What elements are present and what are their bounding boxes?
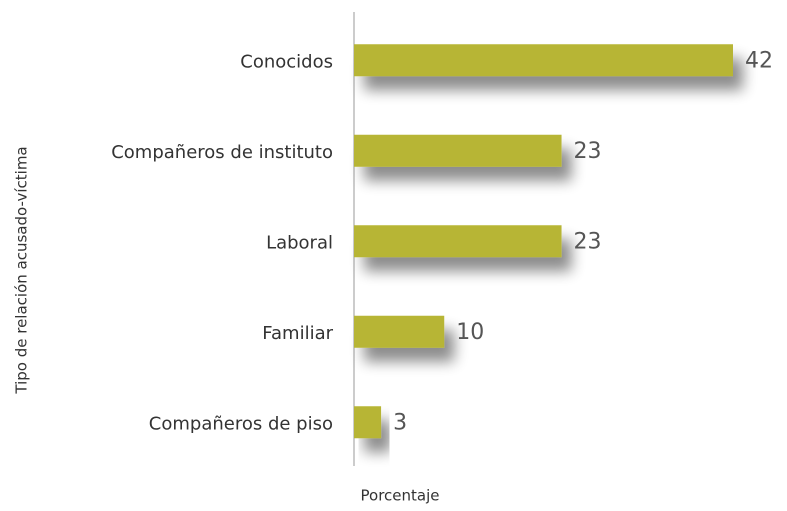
x-axis-title: Porcentaje [361,487,440,505]
category-label: Laboral [266,232,333,253]
category-label: Compañeros de instituto [111,142,333,163]
bar [354,44,733,77]
value-label: 3 [393,410,407,435]
category-label: Conocidos [240,51,333,72]
y-axis-title: Tipo de relación acusado-víctima [13,146,31,394]
bar [354,225,562,258]
value-label: 10 [456,320,484,345]
bar [354,134,562,167]
bar [354,406,382,439]
category-label: Familiar [262,323,333,344]
value-label: 23 [574,139,602,164]
value-label: 23 [574,229,602,254]
value-label: 42 [745,48,773,73]
bar [354,315,445,348]
category-label: Compañeros de piso [149,413,333,434]
